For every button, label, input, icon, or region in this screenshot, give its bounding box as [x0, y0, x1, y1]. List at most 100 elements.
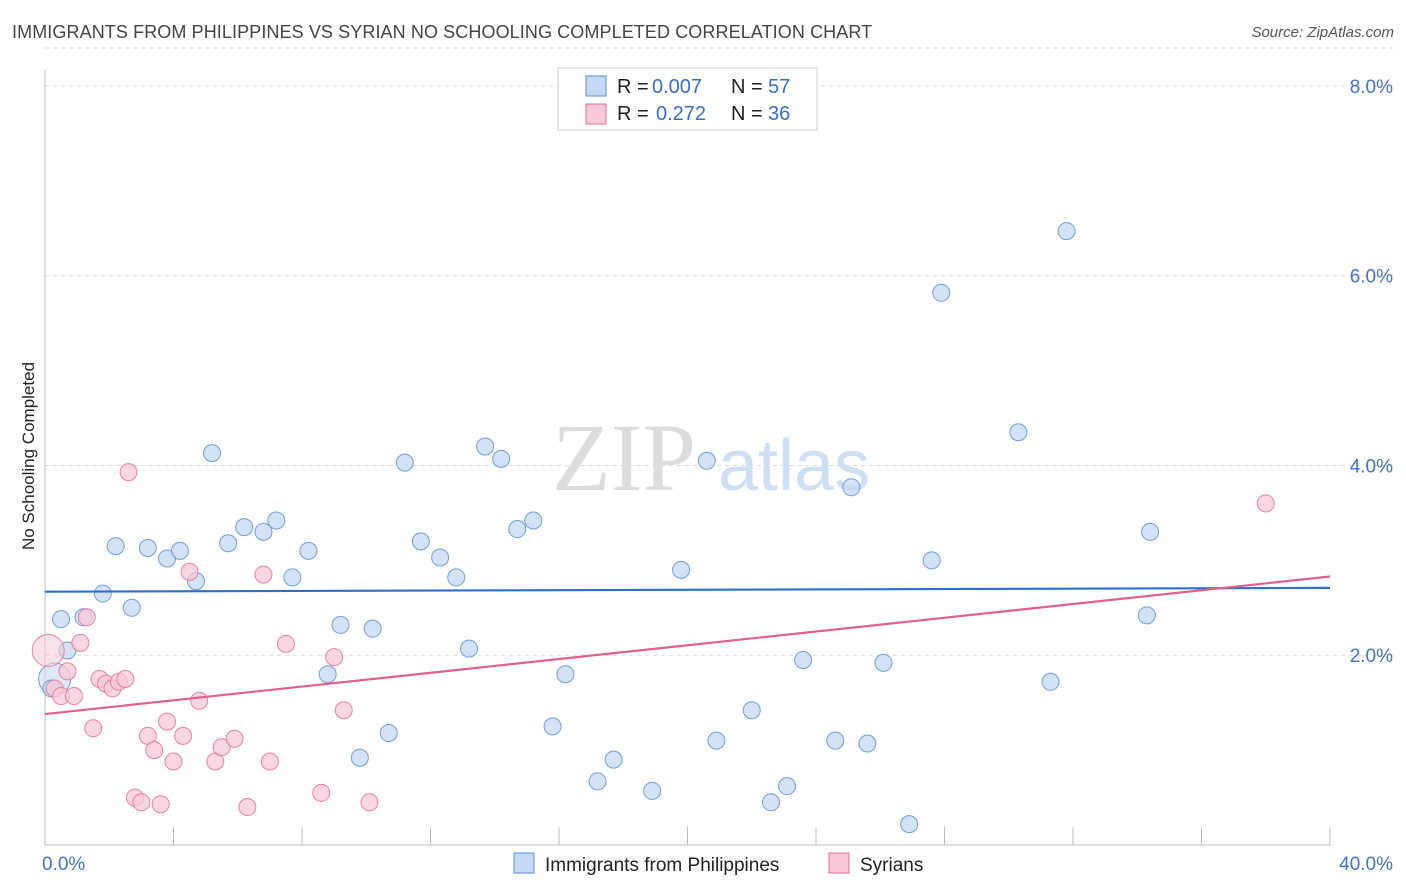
legend-r-value-blue: 0.007 [652, 76, 702, 98]
y-axis-title: No Schooling Completed [19, 362, 38, 550]
point-philippines [460, 639, 479, 658]
point-syrians [360, 793, 379, 812]
point-syrians [312, 783, 331, 802]
point-philippines [138, 539, 157, 558]
point-philippines [476, 437, 495, 456]
point-philippines [235, 518, 254, 537]
x-tick-label-min: 0.0% [42, 854, 85, 875]
point-philippines [874, 653, 893, 672]
point-philippines [93, 584, 112, 603]
point-philippines [331, 615, 350, 634]
point-philippines [219, 534, 238, 553]
point-philippines [643, 781, 662, 800]
point-philippines [106, 537, 125, 556]
point-philippines [508, 520, 527, 539]
chart-title: IMMIGRANTS FROM PHILIPPINES VS SYRIAN NO… [12, 22, 873, 42]
point-syrians [116, 669, 135, 688]
point-syrians [174, 726, 193, 745]
grid-lines [45, 47, 1393, 656]
legend-n-label-pink: N = [731, 103, 763, 125]
point-philippines [842, 478, 861, 497]
x-tick-label-max: 40.0% [1339, 854, 1393, 875]
point-syrians [151, 795, 170, 814]
point-syrians [119, 463, 138, 482]
point-philippines [742, 701, 761, 720]
point-syrians [180, 562, 199, 581]
legend-n-value-blue: 57 [768, 76, 790, 98]
point-philippines [778, 777, 797, 796]
point-syrians [225, 729, 244, 748]
point-syrians [164, 752, 183, 771]
point-syrians [31, 633, 65, 667]
point-syrians [145, 741, 164, 760]
point-philippines [395, 453, 414, 472]
point-syrians [84, 719, 103, 738]
point-philippines [447, 568, 466, 587]
trend-line-philippines [44, 586, 1331, 593]
y-tick-label: 8.0% [1350, 77, 1393, 98]
point-philippines [900, 815, 919, 834]
point-syrians [325, 648, 344, 667]
y-tick-labels: 2.0% 4.0% 6.0% 8.0% [1350, 77, 1393, 667]
point-philippines [672, 560, 691, 579]
source-label: Source: ZipAtlas.com [1251, 24, 1394, 41]
point-syrians [132, 793, 151, 812]
y-tick-label: 6.0% [1350, 267, 1393, 288]
point-philippines [1137, 606, 1156, 625]
point-philippines [254, 522, 273, 541]
point-philippines [697, 451, 716, 470]
y-tick-label: 4.0% [1350, 456, 1393, 477]
point-philippines [1057, 222, 1076, 241]
point-syrians [276, 634, 295, 653]
y-tick-label: 2.0% [1350, 646, 1393, 667]
point-philippines [267, 511, 286, 530]
legend-box: R = 0.007 N = 57 R = 0.272 N = 36 [557, 67, 818, 131]
bottom-legend-swatch-pink [828, 852, 850, 874]
legend-r-label-blue: R = [617, 76, 649, 98]
point-philippines [379, 724, 398, 743]
point-philippines [1041, 672, 1060, 691]
point-syrians [212, 738, 231, 757]
point-philippines [1141, 522, 1160, 541]
point-philippines [524, 511, 543, 530]
point-philippines [170, 541, 189, 560]
point-philippines [826, 731, 845, 750]
legend-r-label-pink: R = [617, 103, 649, 125]
point-philippines [431, 548, 450, 567]
point-philippines [932, 283, 951, 302]
trend-lines [44, 575, 1331, 716]
point-philippines [794, 650, 813, 669]
trend-line-syrians [44, 575, 1331, 716]
point-syrians [71, 633, 90, 652]
point-syrians [254, 565, 273, 584]
point-philippines [363, 619, 382, 638]
point-syrians [77, 608, 96, 627]
watermark: ZIP atlas [552, 404, 870, 511]
point-philippines [762, 793, 781, 812]
point-philippines [1009, 423, 1028, 442]
point-philippines [283, 568, 302, 587]
point-syrians [334, 701, 353, 720]
point-philippines [556, 665, 575, 684]
bottom-legend-label-pink: Syrians [860, 855, 923, 876]
series-philippines-points [38, 222, 1160, 834]
point-philippines [543, 717, 562, 736]
point-philippines [492, 449, 511, 468]
point-philippines [604, 750, 623, 769]
x-ticks [44, 827, 1331, 845]
legend-swatch-blue [585, 75, 607, 97]
watermark-zip: ZIP [552, 404, 696, 511]
point-philippines [588, 772, 607, 791]
point-syrians [58, 662, 77, 681]
series-syrians-points [31, 463, 1275, 817]
legend-n-label-blue: N = [731, 76, 763, 98]
point-philippines [318, 665, 337, 684]
point-philippines [350, 748, 369, 767]
point-syrians [64, 687, 83, 706]
point-syrians [190, 691, 209, 710]
point-philippines [858, 734, 877, 753]
point-philippines [707, 731, 726, 750]
point-syrians [158, 712, 177, 731]
point-philippines [922, 551, 941, 570]
